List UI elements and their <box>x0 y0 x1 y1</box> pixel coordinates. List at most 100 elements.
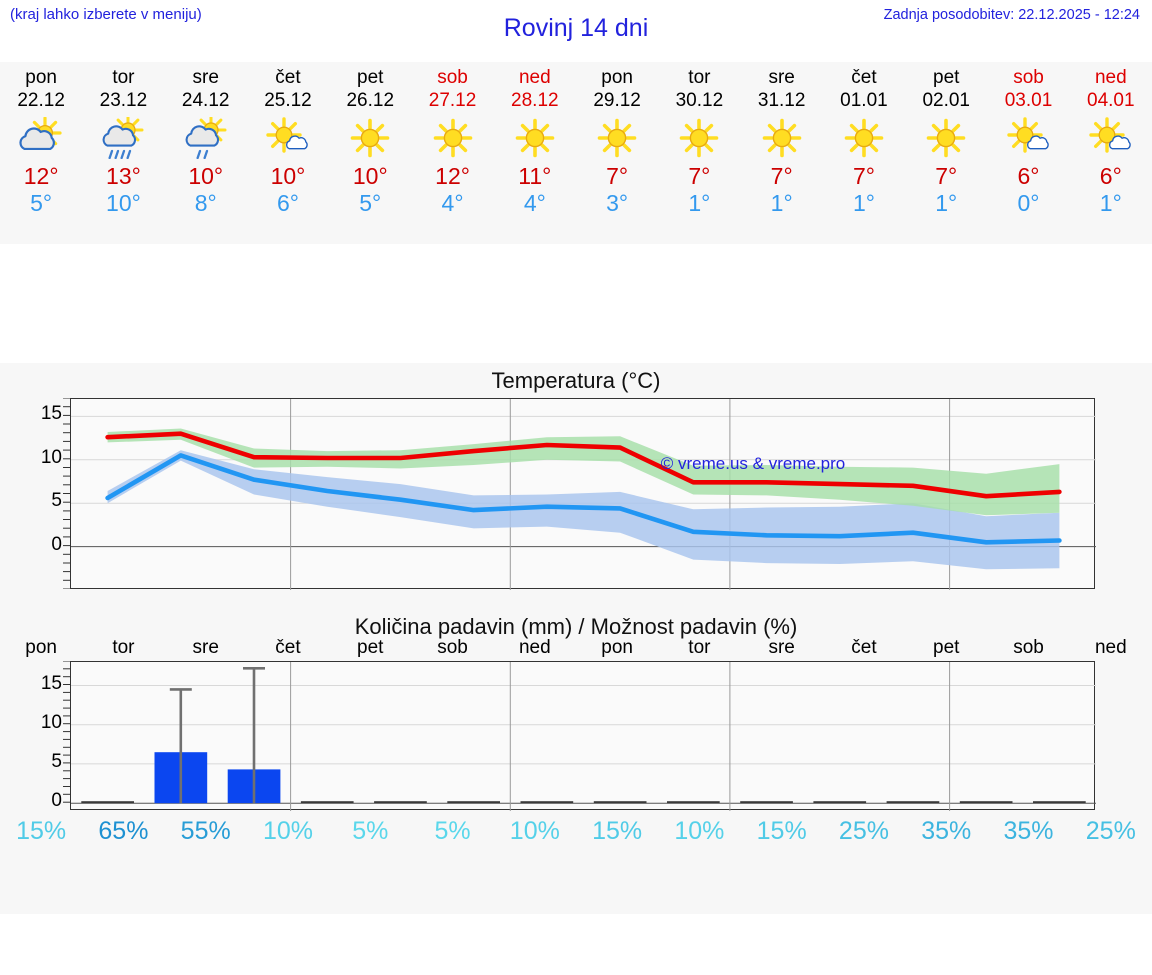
temperature-axis-ticks <box>63 398 71 589</box>
precipitation-probability-label: 10% <box>509 817 560 845</box>
precipitation-axis-ticks <box>63 661 71 810</box>
day-of-week-label: sre <box>768 67 795 88</box>
day-of-week-label: čet <box>851 67 877 88</box>
spacer <box>0 244 1152 363</box>
precipitation-day-label: pet <box>357 637 384 658</box>
day-of-week-label: sob <box>1013 67 1044 88</box>
day-date-label: 23.12 <box>99 90 148 111</box>
temperature-y-tick-label: 15 <box>40 403 62 425</box>
precipitation-probability-label: 10% <box>674 817 725 845</box>
temperature-max-label: 6° <box>1017 163 1040 189</box>
forecast-day-column[interactable]: sob 27.12 12° 4° <box>411 62 493 244</box>
temperature-min-label: 1° <box>935 190 958 216</box>
precipitation-probability-label: 25% <box>1085 817 1136 845</box>
day-date-label: 29.12 <box>593 90 641 111</box>
day-date-label: 01.01 <box>840 90 888 111</box>
temperature-min-label: 5° <box>30 190 53 216</box>
day-of-week-label: sob <box>437 67 468 88</box>
precipitation-day-label: tor <box>112 637 135 658</box>
temperature-max-label: 6° <box>1099 163 1122 189</box>
precipitation-day-label: pon <box>601 637 633 658</box>
precipitation-chart-block: Količina padavin (mm) / Možnost padavin … <box>0 609 1152 914</box>
day-of-week-label: pet <box>933 67 960 88</box>
precipitation-day-label: sob <box>437 637 468 658</box>
forecast-day-column[interactable]: tor 23.12 13° 10° <box>82 62 164 244</box>
sun-cloud-rain-light-icon <box>183 114 229 162</box>
temperature-max-label: 10° <box>352 163 388 189</box>
forecast-day-column[interactable]: sre 24.12 10° 8° <box>165 62 247 244</box>
forecast-day-column[interactable]: pon 22.12 12° 5° <box>0 62 82 244</box>
temperature-y-tick-label: 10 <box>40 446 62 468</box>
temperature-max-label: 7° <box>606 163 629 189</box>
temperature-plot-area: © vreme.us & vreme.pro <box>70 398 1096 590</box>
day-of-week-label: ned <box>518 67 551 88</box>
sun-icon <box>512 114 558 162</box>
day-date-label: 31.12 <box>757 90 806 111</box>
temperature-max-label: 12° <box>23 163 59 189</box>
temperature-max-label: 11° <box>518 163 552 189</box>
precipitation-day-label: sre <box>192 637 219 658</box>
precipitation-probability-label: 35% <box>1003 817 1054 845</box>
temperature-chart-title: Temperatura (°C) <box>491 368 661 393</box>
precipitation-probability-label: 65% <box>98 817 149 845</box>
temperature-min-label: 4° <box>523 190 546 216</box>
temperature-max-label: 7° <box>688 163 711 189</box>
forecast-day-column[interactable]: čet 01.01 7° 1° <box>823 62 905 244</box>
day-date-label: 25.12 <box>264 90 312 111</box>
day-date-label: 28.12 <box>511 90 559 111</box>
day-of-week-label: sre <box>192 67 219 88</box>
menu-hint: (kraj lahko izberete v meniju) <box>10 6 202 23</box>
temperature-min-label: 5° <box>359 190 382 216</box>
svg-text:© vreme.us & vreme.pro: © vreme.us & vreme.pro <box>661 454 845 473</box>
precipitation-probability-label: 10% <box>262 817 313 845</box>
sun-small-cloud-icon <box>1006 114 1052 162</box>
temperature-max-label: 7° <box>852 163 875 189</box>
forecast-day-column[interactable]: pon 29.12 7° 3° <box>576 62 658 244</box>
day-of-week-label: pon <box>25 67 57 88</box>
temperature-max-label: 13° <box>106 163 141 189</box>
temperature-min-label: 6° <box>276 190 299 216</box>
precipitation-y-tick-label: 10 <box>40 711 62 733</box>
temperature-min-label: 10° <box>106 190 141 216</box>
sun-icon <box>923 114 969 162</box>
forecast-day-column[interactable]: pet 26.12 10° 5° <box>329 62 411 244</box>
sun-icon <box>759 114 805 162</box>
sun-small-cloud-icon <box>1088 114 1134 162</box>
forecast-day-column[interactable]: sre 31.12 7° 1° <box>741 62 823 244</box>
temperature-max-label: 10° <box>270 163 306 189</box>
precipitation-day-label: tor <box>688 637 711 658</box>
day-date-label: 04.01 <box>1087 90 1135 111</box>
sun-cloud-icon <box>18 114 64 162</box>
precipitation-day-labels: pon tor sre čet pet sob ned pon tor sre čet pet sob n… <box>0 637 1152 659</box>
forecast-day-column[interactable]: sob 03.01 6° 0° <box>987 62 1069 244</box>
day-date-label: 22.12 <box>17 90 65 111</box>
precipitation-day-label: ned <box>518 637 551 658</box>
forecast-day-column[interactable]: ned 28.12 11° 4° <box>494 62 576 244</box>
temperature-chart-block: Temperatura (°C) © vreme.us & vreme.pro … <box>0 363 1152 609</box>
day-date-label: 02.01 <box>922 90 970 111</box>
sun-icon <box>841 114 887 162</box>
page-header: (kraj lahko izberete v meniju) Rovinj 14… <box>0 0 1152 62</box>
temperature-max-label: 7° <box>770 163 793 189</box>
forecast-day-column[interactable]: ned 04.01 6° 1° <box>1070 62 1152 244</box>
forecast-day-column[interactable]: čet 25.12 10° 6° <box>247 62 329 244</box>
temperature-max-label: 7° <box>935 163 958 189</box>
temperature-min-label: 4° <box>441 190 464 216</box>
forecast-day-column[interactable]: pet 02.01 7° 1° <box>905 62 987 244</box>
sun-cloud-rain-icon <box>100 114 146 162</box>
precipitation-day-label: pet <box>933 637 960 658</box>
precipitation-y-tick-label: 0 <box>51 790 62 812</box>
precipitation-y-tick-label: 15 <box>40 672 62 694</box>
temperature-min-label: 8° <box>194 190 217 216</box>
day-of-week-label: tor <box>688 67 711 88</box>
day-date-label: 03.01 <box>1004 90 1053 111</box>
day-date-label: 24.12 <box>181 90 230 111</box>
last-updated: Zadnja posodobitev: 22.12.2025 - 12:24 <box>883 7 1140 23</box>
forecast-day-column[interactable]: tor 30.12 7° 1° <box>658 62 740 244</box>
precipitation-day-label: sob <box>1013 637 1044 658</box>
precipitation-day-label: sre <box>768 637 795 658</box>
daily-forecast-strip: pon 22.12 12° 5° tor 23.12 13° 10° sre 24.12 10… <box>0 62 1152 244</box>
precipitation-y-tick-label: 5 <box>51 750 62 772</box>
sun-icon <box>347 114 393 162</box>
